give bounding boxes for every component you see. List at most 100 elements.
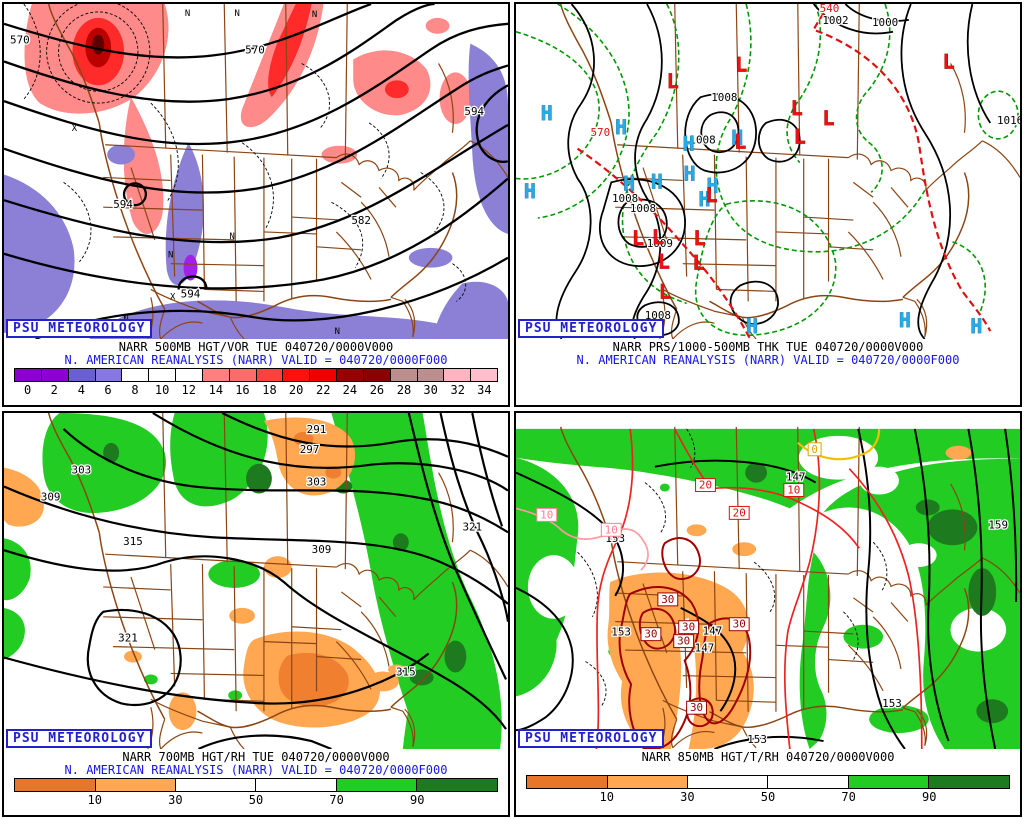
panel3-title: NARR 700MB HGT/RH TUE 040720/0000V000 — [122, 750, 390, 764]
svg-text:309: 309 — [312, 543, 332, 556]
svg-text:N: N — [234, 9, 239, 19]
svg-text:30: 30 — [690, 701, 703, 714]
vorticity-contours-dashed — [23, 4, 467, 302]
svg-text:594: 594 — [464, 105, 484, 118]
svg-text:L: L — [694, 227, 706, 250]
map-850mb-hgt-t-rh: 1471531591471471531531532020101010030303… — [516, 426, 1020, 749]
critical-thickness-red-dashed — [576, 4, 992, 339]
svg-text:L: L — [693, 252, 705, 275]
caption-850mb: NARR 850MB HGT/T/RH 040720/0000V000 10 30… — [516, 749, 1020, 815]
labels-850mb: 1471531591471471531531532020101010030303… — [536, 442, 1009, 747]
map-area-500mb: 570570582594594594NNNNNNNNXX PSU METEORO… — [4, 4, 508, 339]
svg-text:H: H — [699, 188, 711, 211]
svg-text:1000: 1000 — [872, 16, 898, 29]
panel-850mb-hgt-t-rh: 147 153 159 147 147 153 153 153 20 20 10 10 10 0 30 30 3… — [514, 411, 1022, 817]
svg-text:147: 147 — [786, 471, 806, 484]
psu-meteorology-badge: PSU METEOROLOGY — [6, 729, 153, 748]
map-prs-1000-500-thk: 1002100010081008100810081009100810165705… — [516, 4, 1020, 339]
svg-text:H: H — [731, 127, 743, 150]
svg-text:L: L — [659, 280, 671, 303]
svg-text:H: H — [541, 102, 553, 125]
svg-text:L: L — [791, 97, 803, 120]
svg-text:1009: 1009 — [647, 237, 673, 250]
svg-text:147: 147 — [695, 642, 715, 655]
labels-500mb: 570570582594594594NNNNNNNNXX — [9, 9, 486, 337]
svg-text:30: 30 — [682, 621, 695, 634]
svg-text:315: 315 — [396, 665, 416, 678]
svg-text:321: 321 — [462, 520, 482, 533]
svg-text:H: H — [684, 162, 696, 185]
labels-thickness: 1002100010081008100810081009100810165705… — [524, 4, 1020, 338]
psu-meteorology-badge: PSU METEOROLOGY — [6, 319, 153, 338]
map-area-850mb: 147 153 159 147 147 153 153 153 20 20 10 10 10 0 30 30 3… — [516, 413, 1020, 749]
svg-text:1008: 1008 — [630, 202, 656, 215]
very-high-rh-shading — [103, 442, 467, 686]
svg-text:582: 582 — [351, 214, 371, 227]
svg-text:L: L — [705, 184, 717, 207]
svg-text:540: 540 — [820, 4, 840, 15]
svg-text:N: N — [335, 327, 340, 337]
svg-text:30: 30 — [733, 618, 746, 631]
svg-text:153: 153 — [882, 697, 902, 710]
svg-text:L: L — [667, 70, 679, 93]
svg-text:H: H — [683, 133, 695, 156]
svg-text:309: 309 — [41, 490, 61, 503]
negative-vort-core — [183, 254, 198, 281]
svg-text:20: 20 — [733, 506, 746, 519]
rh-colorbar: 10 30 50 70 90 — [14, 778, 498, 807]
svg-text:1008: 1008 — [612, 192, 638, 205]
svg-text:0: 0 — [811, 443, 818, 456]
svg-text:H: H — [623, 172, 635, 195]
svg-text:153: 153 — [611, 626, 631, 639]
svg-text:159: 159 — [988, 518, 1008, 531]
panel3-valid-line: N. AMERICAN REANALYSIS (NARR) VALID = 04… — [64, 763, 448, 777]
panel4-title: NARR 850MB HGT/T/RH 040720/0000V000 — [641, 750, 895, 764]
panel1-valid-line: N. AMERICAN REANALYSIS (NARR) VALID = 04… — [64, 353, 448, 367]
temperature-contours-red — [595, 428, 923, 749]
caption-500mb: NARR 500MB HGT/VOR TUE 040720/0000V000 N… — [4, 339, 508, 405]
svg-text:570: 570 — [245, 44, 265, 57]
svg-text:H: H — [899, 309, 911, 332]
svg-text:1008: 1008 — [689, 134, 715, 147]
vorticity-colorbar: 0 2 4 6 8 10 12 14 16 18 20 22 24 26 28 30 32 34 — [14, 368, 498, 397]
svg-text:1008: 1008 — [711, 91, 737, 104]
svg-text:L: L — [794, 126, 806, 149]
svg-text:30: 30 — [644, 628, 657, 641]
svg-text:10: 10 — [605, 523, 618, 536]
svg-text:X: X — [170, 292, 176, 302]
vorticity-max-cores — [72, 4, 409, 99]
svg-text:594: 594 — [113, 198, 133, 211]
svg-text:10: 10 — [787, 484, 800, 497]
psu-label: PSU METEOROLOGY — [525, 731, 658, 746]
svg-text:315: 315 — [123, 535, 143, 548]
svg-text:L: L — [943, 50, 955, 73]
height-contours-500mb — [4, 4, 508, 339]
svg-text:147: 147 — [703, 625, 723, 638]
height-contours-700mb — [4, 413, 508, 749]
svg-text:H: H — [706, 174, 718, 197]
caption-thickness: NARR PRS/1000-500MB THK TUE 040720/0000V… — [516, 339, 1020, 405]
svg-text:N: N — [185, 9, 190, 19]
caption-700mb: NARR 700MB HGT/RH TUE 040720/0000V000 N.… — [4, 749, 508, 815]
map-area-700mb: 291 297 303 303 309 309 315 321 321 315 PSU METEO… — [4, 413, 508, 749]
rh-colorbar: 10 30 50 70 90 — [526, 775, 1010, 804]
psu-label: PSU METEOROLOGY — [13, 321, 146, 336]
map-700mb-hgt-rh: 291 297 303 303 309 309 315 321 321 315 — [4, 413, 508, 749]
svg-text:570: 570 — [590, 126, 610, 139]
svg-text:153: 153 — [747, 733, 767, 746]
svg-text:L: L — [658, 251, 670, 274]
svg-text:H: H — [651, 170, 663, 193]
very-dry-shading — [278, 431, 349, 707]
psu-label: PSU METEOROLOGY — [13, 731, 146, 746]
svg-text:303: 303 — [72, 464, 92, 477]
panel2-valid-line: N. AMERICAN REANALYSIS (NARR) VALID = 04… — [576, 353, 960, 367]
svg-text:L: L — [823, 107, 835, 130]
svg-text:H: H — [524, 180, 536, 203]
svg-text:297: 297 — [300, 443, 320, 456]
svg-text:30: 30 — [677, 635, 690, 648]
panel-700mb-hgt-rh: 291 297 303 303 309 309 315 321 321 315 PSU METEO… — [2, 411, 510, 817]
svg-text:N: N — [312, 10, 317, 20]
svg-text:N: N — [168, 251, 173, 261]
thickness-contours-green-dashed — [516, 4, 1019, 337]
